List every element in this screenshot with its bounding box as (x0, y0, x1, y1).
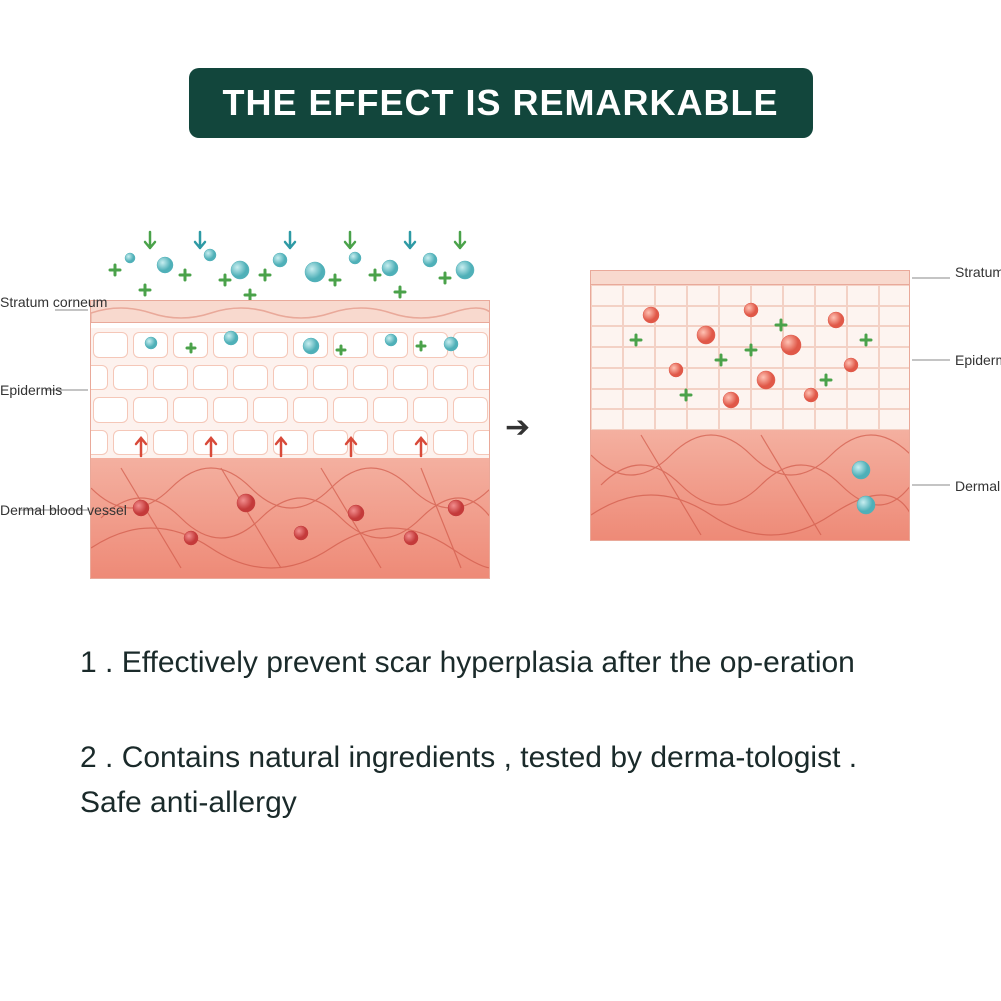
bullet-list: 1 . Effectively prevent scar hyperplasia… (80, 640, 920, 875)
title-banner: THE EFFECT IS REMARKABLE (188, 68, 812, 138)
label-dermis-left: Dermal blood vessel (0, 502, 127, 518)
epidermis-layer-left (91, 328, 489, 458)
labels-right (910, 270, 1001, 550)
label-epidermis-left: Epidermis (0, 382, 62, 398)
skin-box-right (590, 270, 910, 541)
epidermis-layer-right (591, 285, 909, 430)
transition-arrow-icon: ➔ (505, 410, 530, 445)
dermis-vessels-right (591, 430, 909, 540)
top-particles-svg (90, 230, 490, 300)
skin-diagram-container: Stratum corneum Epidermis Dermal blood v… (0, 230, 1001, 580)
stratum-layer-right (591, 271, 909, 285)
bullet-item: 2 . Contains natural ingredients , teste… (80, 735, 920, 825)
skin-box-left (90, 300, 490, 579)
label-stratum-right: Stratum corneum (955, 264, 1001, 280)
label-dermis-right: Dermal blood vess (955, 478, 1001, 494)
skin-diagram-before: Stratum corneum Epidermis Dermal blood v… (90, 230, 490, 579)
epidermis-particles-left (91, 328, 489, 458)
skin-diagram-after: Stratum corneum Epidermis Dermal blood v… (590, 270, 910, 541)
labels-left (0, 290, 90, 590)
label-stratum-left: Stratum corneum (0, 294, 85, 310)
bullet-item: 1 . Effectively prevent scar hyperplasia… (80, 640, 920, 685)
dermis-layer-left (91, 458, 489, 578)
stratum-layer-left (91, 301, 489, 323)
dermis-layer-right (591, 430, 909, 540)
epidermis-particles-right (591, 285, 909, 430)
label-epidermis-right: Epidermis (955, 352, 1001, 368)
dermis-vessels-left (91, 458, 489, 578)
